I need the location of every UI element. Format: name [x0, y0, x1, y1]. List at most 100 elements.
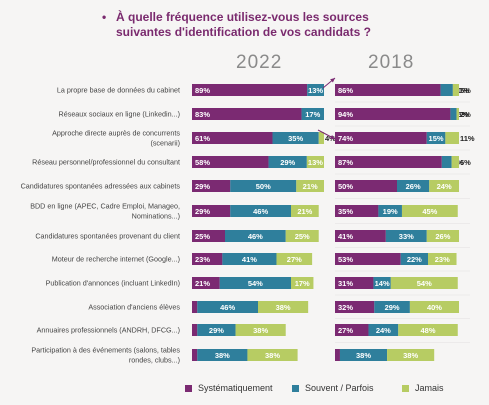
title-line-2: suivantes d'identification de vos candid…: [116, 25, 371, 39]
legend-swatch-jamais: [402, 384, 409, 392]
legend: Systématiquement Souvent / Parfois Jamai…: [0, 383, 489, 397]
data-label: 23%: [195, 255, 210, 264]
category-label: Annuaires professionnels (ANDRH, DFCG...…: [37, 326, 180, 335]
year-label-2022: 2022: [236, 52, 283, 73]
bar-systematique: [192, 349, 198, 361]
bar-jamais: [296, 180, 324, 192]
category-label-line: (scenarii): [150, 139, 180, 148]
data-label: 46%: [253, 207, 268, 216]
legend-label-jamais: Jamais: [415, 383, 444, 393]
bar-systematique: [335, 301, 375, 313]
data-label: 22%: [407, 255, 422, 264]
bar-souvent: [197, 301, 258, 313]
data-label: 94%: [338, 110, 353, 119]
bar-jamais: [445, 132, 459, 144]
legend-item-souvent: Souvent / Parfois: [292, 383, 374, 393]
category-label: Approche directe auprès de concurrents (s…: [52, 129, 180, 148]
data-label: 83%: [195, 110, 210, 119]
data-label: 46%: [220, 303, 235, 312]
bar-souvent: [397, 180, 430, 192]
bar-systematique: [335, 230, 386, 242]
bar-souvent: [400, 253, 428, 265]
data-label: 5%: [458, 110, 469, 119]
data-label: 29%: [280, 158, 295, 167]
data-label: 21%: [303, 182, 318, 191]
data-label: 53%: [338, 255, 353, 264]
data-label: 29%: [209, 326, 224, 335]
category-label-line: Candidatures spontanées provenant du cli…: [35, 232, 180, 241]
category-label-line: Publication d'annonces (incluant LinkedI…: [46, 279, 180, 288]
category-label: Publication d'annonces (incluant LinkedI…: [46, 279, 180, 288]
bar-jamais: [318, 132, 324, 144]
bar-systematique: [335, 156, 442, 168]
data-label: 24%: [376, 326, 391, 335]
category-label: Candidatures spontanées provenant du cli…: [35, 232, 180, 241]
data-label: 13%: [308, 86, 323, 95]
bar-systematique: [335, 84, 441, 96]
data-label: 19%: [383, 207, 398, 216]
trend-arrow-up-head: [330, 78, 335, 83]
data-label: 38%: [356, 351, 371, 360]
data-label: 11%: [460, 134, 475, 143]
bar-systematique: [192, 277, 220, 289]
year-label-2018: 2018: [368, 52, 415, 73]
data-label: 6%: [460, 158, 471, 167]
category-label-line: BDD en ligne (APEC, Cadre Emploi, Manage…: [30, 202, 180, 211]
bar-souvent: [373, 277, 391, 289]
bar-systematique: [192, 84, 308, 96]
category-label: Réseaux sociaux en ligne (Linkedin...): [59, 110, 180, 119]
bar-jamais: [426, 230, 459, 242]
trend-arrow-down-head: [330, 134, 335, 139]
data-label: 25%: [295, 232, 310, 241]
data-label: 45%: [422, 207, 437, 216]
data-label: 21%: [195, 279, 210, 288]
bar-souvent: [368, 324, 399, 336]
data-label: 41%: [242, 255, 257, 264]
category-label-line: Réseau personnel/professionnel du consul…: [32, 158, 180, 167]
data-label: 13%: [308, 158, 323, 167]
data-label: 29%: [195, 182, 210, 191]
legend-item-jamais: Jamais: [402, 383, 444, 393]
category-label-line: Participation à des événements (salons, …: [31, 346, 180, 355]
data-label: 41%: [338, 232, 353, 241]
category-label-line: La propre base de données du cabinet: [57, 86, 180, 95]
data-label: 5%: [460, 86, 471, 95]
legend-swatch-systematique: [185, 384, 192, 392]
category-label-line: Association d'anciens élèves: [88, 303, 180, 312]
bar-jamais: [390, 277, 458, 289]
data-label: 54%: [417, 279, 432, 288]
category-label-line: Nominations...): [132, 212, 180, 221]
bar-jamais: [387, 349, 435, 361]
bar-souvent: [230, 205, 291, 217]
category-label: Candidatures spontanées adressées aux ca…: [21, 182, 181, 191]
bar-systematique: [192, 132, 273, 144]
bar-systematique: [192, 324, 198, 336]
data-label: 33%: [399, 232, 414, 241]
bar-souvent: [385, 230, 427, 242]
bar-jamais: [247, 349, 298, 361]
data-label: 35%: [288, 134, 303, 143]
category-label: Réseau personnel/professionnel du consul…: [32, 158, 180, 167]
data-label: 24%: [437, 182, 452, 191]
bar-systematique: [192, 205, 231, 217]
bar-souvent: [272, 132, 319, 144]
category-label: BDD en ligne (APEC, Cadre Emploi, Manage…: [30, 202, 180, 221]
legend-label-souvent: Souvent / Parfois: [305, 383, 374, 393]
bar-souvent: [426, 132, 446, 144]
bar-systematique: [192, 230, 225, 242]
bar-systematique: [192, 253, 223, 265]
bar-systematique: [192, 156, 269, 168]
bar-jamais: [291, 205, 319, 217]
bar-souvent: [307, 84, 324, 96]
data-label: 21%: [297, 207, 312, 216]
data-label: 38%: [276, 303, 291, 312]
bar-jamais: [258, 301, 309, 313]
title-line-1: À quelle fréquence utilisez-vous les sou…: [116, 10, 369, 24]
category-label: Participation à des événements (salons, …: [31, 346, 180, 365]
data-label: 35%: [338, 207, 353, 216]
data-label: 31%: [338, 279, 353, 288]
bar-jamais: [456, 108, 459, 120]
bar-souvent: [230, 180, 297, 192]
data-label: 50%: [256, 182, 271, 191]
